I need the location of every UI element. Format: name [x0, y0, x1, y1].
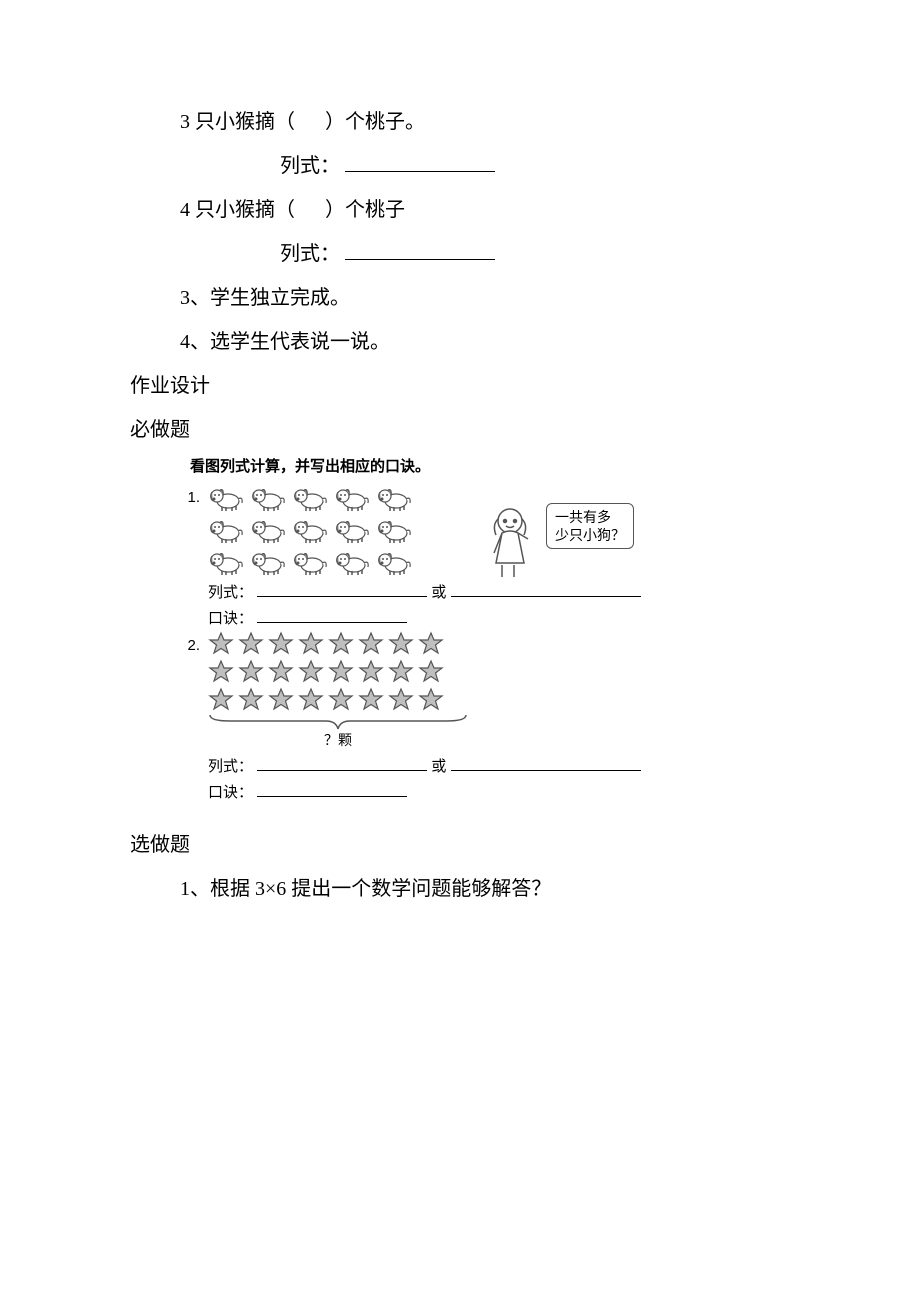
- bubble-line2: 少只小狗？: [555, 526, 625, 544]
- girl-icon: [480, 503, 540, 583]
- ws1-num: 1.: [180, 483, 200, 508]
- ws1-formula-blank-2[interactable]: [451, 581, 641, 597]
- dog-icon: [250, 515, 286, 545]
- q1-post: ）个桃子。: [325, 111, 425, 133]
- star-icon: [298, 631, 324, 657]
- dog-icon: [376, 483, 412, 513]
- star-icon: [358, 631, 384, 657]
- ws1-or: 或: [431, 584, 446, 601]
- q2-formula-label: 列式：: [280, 243, 340, 265]
- step-4: 4、选学生代表说一说。: [0, 320, 920, 364]
- star-row: [208, 687, 740, 713]
- ws1-chant-row: 口诀：: [208, 607, 740, 629]
- dog-icon: [292, 515, 328, 545]
- q1-blank-paren[interactable]: [300, 111, 320, 133]
- star-icon: [418, 631, 444, 657]
- star-icon: [268, 659, 294, 685]
- star-icon: [328, 659, 354, 685]
- star-icon: [298, 659, 324, 685]
- star-icon: [238, 687, 264, 713]
- ws1-chant-blank[interactable]: [257, 607, 407, 623]
- star-icon: [358, 659, 384, 685]
- star-icon: [298, 687, 324, 713]
- star-icon: [208, 659, 234, 685]
- ws2-chant-blank[interactable]: [257, 781, 407, 797]
- ws1-formula-label: 列式：: [208, 584, 253, 601]
- ws2-num: 2.: [180, 631, 200, 656]
- dog-icon: [334, 483, 370, 513]
- worksheet-item-1: 1.: [180, 483, 740, 629]
- q1-formula-line: 列式：: [0, 144, 920, 188]
- ws2-formula-blank-1[interactable]: [257, 755, 427, 771]
- star-grid: [208, 631, 740, 713]
- ws1-chant-label: 口诀：: [208, 610, 253, 627]
- star-row: [208, 659, 740, 685]
- dog-icon: [376, 547, 412, 577]
- q2-post: ）个桃子: [325, 199, 405, 221]
- dog-icon: [208, 547, 244, 577]
- step-3: 3、学生独立完成。: [0, 276, 920, 320]
- star-icon: [418, 687, 444, 713]
- brace: ？颗: [208, 713, 468, 751]
- star-icon: [238, 631, 264, 657]
- q1-line: 3 只小猴摘（ ）个桃子。: [0, 100, 920, 144]
- star-icon: [238, 659, 264, 685]
- star-row: [208, 631, 740, 657]
- star-icon: [388, 687, 414, 713]
- ws2-chant-row: 口诀：: [208, 781, 740, 803]
- dog-icon: [292, 547, 328, 577]
- star-icon: [388, 659, 414, 685]
- section-homework: 作业设计: [0, 364, 920, 408]
- ws1-formula-row: 列式： 或: [208, 581, 740, 603]
- section-required: 必做题: [0, 408, 920, 452]
- q2-pre: 4 只小猴摘（: [180, 199, 295, 221]
- dog-icon: [334, 515, 370, 545]
- q2-blank-paren[interactable]: [300, 199, 320, 221]
- star-icon: [388, 631, 414, 657]
- q2-formula-blank[interactable]: [345, 239, 495, 260]
- ws2-formula-blank-2[interactable]: [451, 755, 641, 771]
- star-icon: [328, 631, 354, 657]
- girl-with-bubble: 一共有多 少只小狗？: [480, 503, 700, 583]
- optional-q1: 1、根据 3×6 提出一个数学问题能够解答？: [0, 867, 920, 911]
- dog-icon: [334, 547, 370, 577]
- star-icon: [358, 687, 384, 713]
- q1-formula-blank[interactable]: [345, 151, 495, 172]
- ws1-formula-blank-1[interactable]: [257, 581, 427, 597]
- dog-icon: [250, 547, 286, 577]
- q1-formula-label: 列式：: [280, 155, 340, 177]
- bubble-line1: 一共有多: [555, 508, 625, 526]
- star-icon: [208, 631, 234, 657]
- star-icon: [268, 687, 294, 713]
- worksheet: 看图列式计算，并写出相应的口诀。 1.: [180, 456, 740, 803]
- brace-label: ？颗: [208, 731, 468, 751]
- q1-pre: 3 只小猴摘（: [180, 111, 295, 133]
- ws2-formula-row: 列式： 或: [208, 755, 740, 777]
- section-optional: 选做题: [0, 823, 920, 867]
- q2-line: 4 只小猴摘（ ）个桃子: [0, 188, 920, 232]
- star-icon: [418, 659, 444, 685]
- ws2-or: 或: [431, 758, 446, 775]
- star-icon: [208, 687, 234, 713]
- dog-icon: [208, 483, 244, 513]
- worksheet-item-2: 2. ？颗 列式： 或 口诀：: [180, 631, 740, 803]
- speech-bubble: 一共有多 少只小狗？: [546, 503, 634, 549]
- star-icon: [268, 631, 294, 657]
- dog-icon: [250, 483, 286, 513]
- star-icon: [328, 687, 354, 713]
- dog-icon: [376, 515, 412, 545]
- ws2-chant-label: 口诀：: [208, 784, 253, 801]
- dog-icon: [208, 515, 244, 545]
- dog-icon: [292, 483, 328, 513]
- q2-formula-line: 列式：: [0, 232, 920, 276]
- worksheet-title: 看图列式计算，并写出相应的口诀。: [180, 456, 740, 477]
- ws2-formula-label: 列式：: [208, 758, 253, 775]
